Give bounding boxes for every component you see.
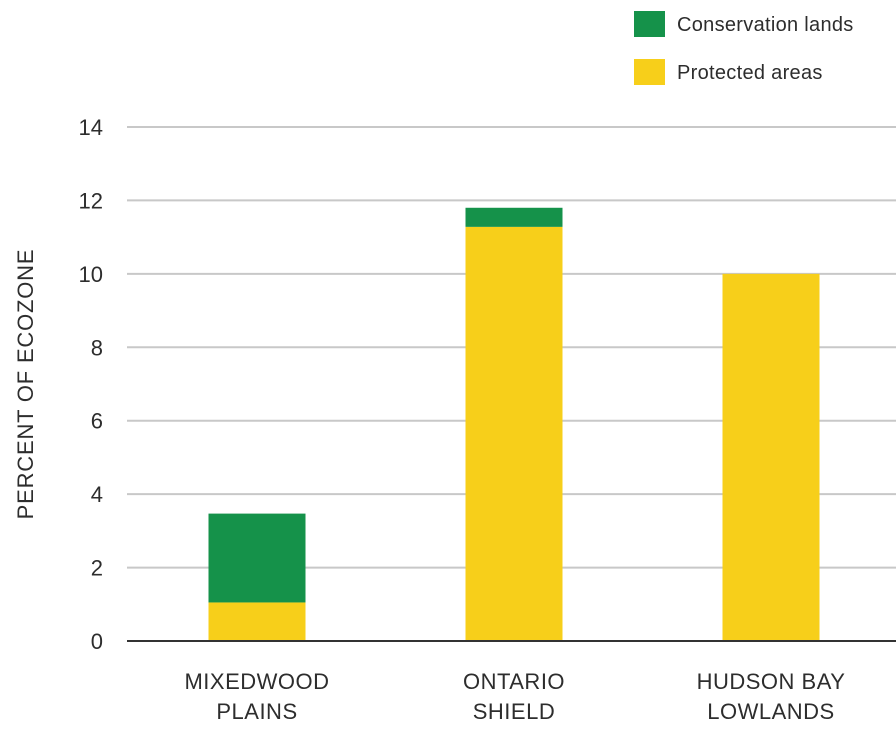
bar-segment-conservation-lands — [208, 513, 306, 603]
x-category-label: HUDSON BAY LOWLANDS — [697, 669, 846, 724]
y-tick-label: 8 — [91, 335, 103, 360]
bars — [208, 207, 820, 641]
y-tick-label: 10 — [79, 262, 103, 287]
y-tick-labels: 0 2 4 6 8 10 12 14 — [79, 115, 103, 654]
y-axis-title: PERCENT OF ECOZONE — [13, 249, 38, 520]
bar-segment-protected-areas — [465, 226, 563, 641]
legend: Conservation lands Protected areas — [634, 11, 854, 85]
legend-swatch-protected-areas — [634, 59, 665, 85]
y-tick-label: 2 — [91, 556, 103, 581]
legend-swatch-conservation-lands — [634, 11, 665, 37]
y-tick-label: 6 — [91, 409, 103, 434]
y-tick-label: 12 — [79, 188, 103, 213]
bar-segment-conservation-lands — [465, 207, 563, 227]
legend-label: Protected areas — [677, 62, 823, 84]
x-category-label: MIXEDWOOD PLAINS — [184, 669, 329, 724]
bar-segment-protected-areas — [722, 273, 820, 641]
x-category-label: ONTARIO SHIELD — [463, 669, 565, 724]
y-tick-label: 4 — [91, 482, 103, 507]
legend-label: Conservation lands — [677, 14, 854, 36]
y-tick-label: 14 — [79, 115, 103, 140]
x-category-labels: MIXEDWOOD PLAINS ONTARIO SHIELD HUDSON BAY LO… — [184, 669, 846, 724]
y-tick-label: 0 — [91, 629, 103, 654]
bar-segment-protected-areas — [208, 602, 306, 641]
